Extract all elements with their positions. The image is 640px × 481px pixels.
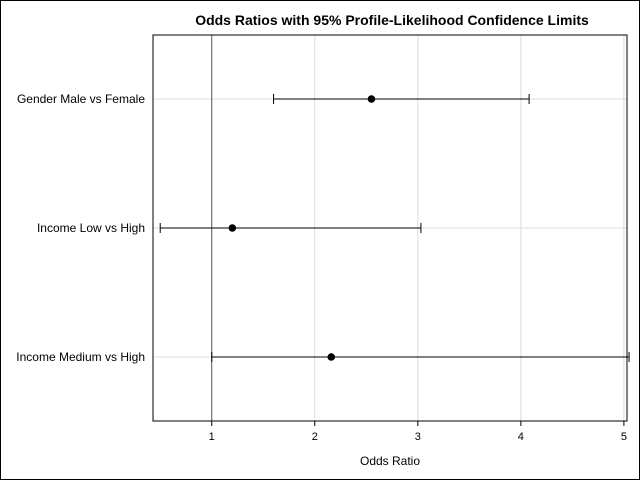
- odds-ratio-point: [228, 224, 237, 232]
- y-axis-categories: Gender Male vs Female Income Low vs High I…: [16, 92, 145, 364]
- chart-title: Odds Ratios with 95% Profile-Likelihood …: [195, 12, 589, 28]
- marks-layer: [159, 94, 630, 362]
- plot-area: [152, 34, 628, 422]
- x-tick-label: 3: [415, 431, 421, 443]
- x-tick-label: 5: [621, 431, 627, 443]
- x-tick-label: 1: [209, 431, 215, 443]
- x-tick-label: 2: [312, 431, 318, 443]
- category-label: Gender Male vs Female: [17, 92, 145, 106]
- x-tick-label: 4: [518, 431, 524, 443]
- odds-ratio-point: [327, 353, 336, 361]
- x-axis-ticks: 1 2 3 4 5: [209, 421, 627, 443]
- category-label: Income Medium vs High: [16, 350, 145, 364]
- odds-ratio-point: [367, 95, 376, 103]
- x-axis-label: Odds Ratio: [360, 454, 420, 468]
- category-label: Income Low vs High: [37, 221, 145, 235]
